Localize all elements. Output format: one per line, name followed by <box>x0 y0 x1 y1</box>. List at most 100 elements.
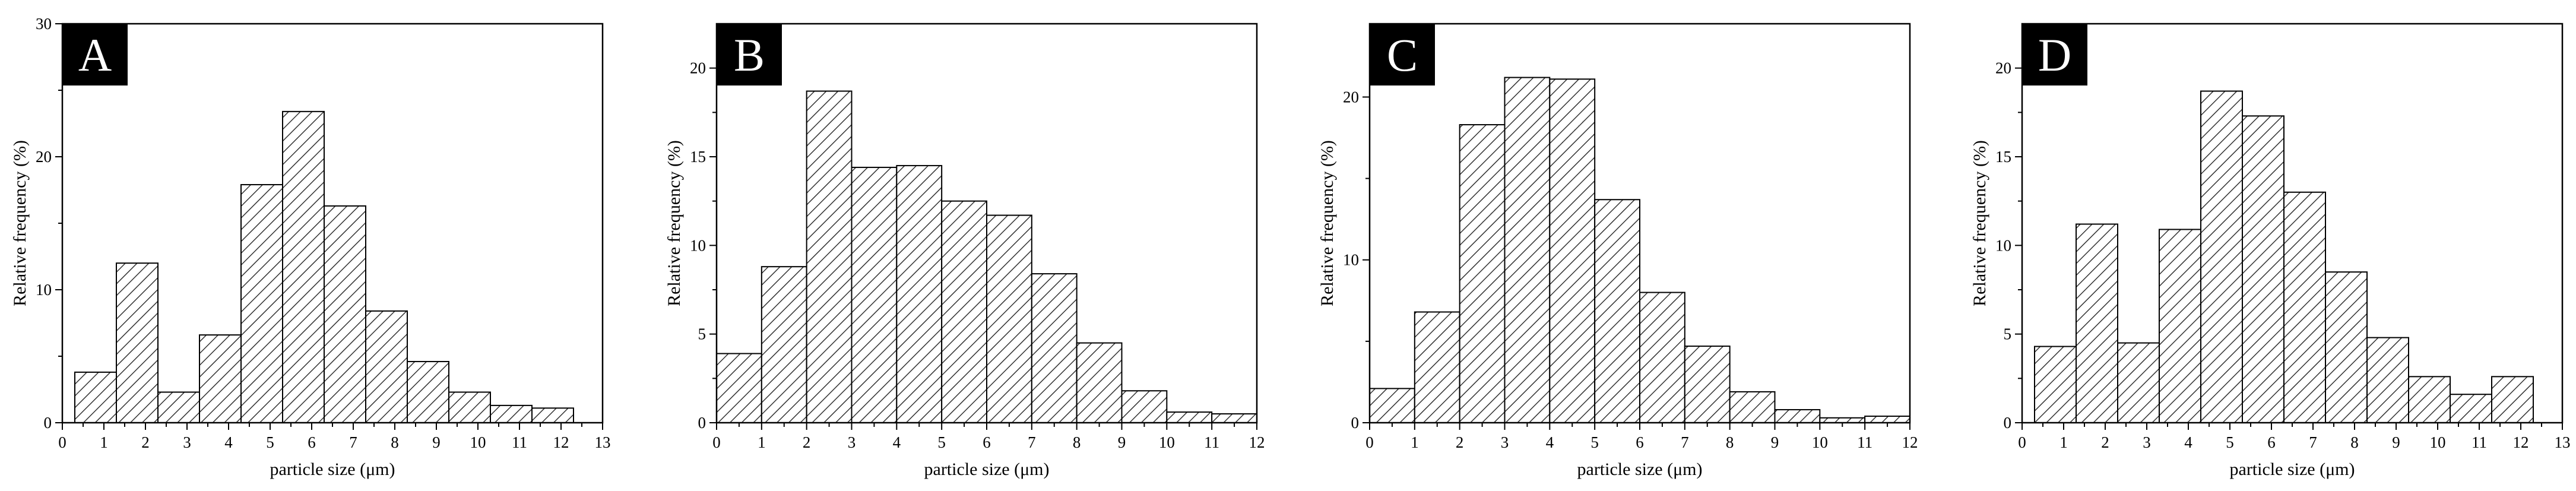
panel-c-x-axis-title: particle size (μm) <box>1577 460 1703 479</box>
panel-a-bar-10 <box>448 391 491 423</box>
panel-b-x-tick-label: 11 <box>1204 433 1219 451</box>
panel-c-x-tick-label: 5 <box>1590 433 1599 451</box>
panel-a-bar-2 <box>116 262 159 423</box>
panel-c-y-axis-title: Relative frequency (%) <box>1317 140 1337 306</box>
panel-d-label-badge <box>2022 24 2087 85</box>
panel-b-x-tick-label: 10 <box>1159 433 1175 451</box>
panel-b-label-badge <box>717 24 782 85</box>
panel-b-y-tick-label: 10 <box>690 236 706 254</box>
panel-c-x-tick-label: 9 <box>1771 433 1779 451</box>
panel-d-y-tick-label: 0 <box>2004 414 2012 432</box>
panel-c-x-tick-label: 12 <box>1902 433 1918 451</box>
panel-b-x-tick-label: 12 <box>1249 433 1265 451</box>
panel-a-y-axis-title: Relative frequency (%) <box>10 140 30 306</box>
panel-a-x-tick-label: 4 <box>224 433 233 451</box>
panel-d-bar-9 <box>2366 337 2409 424</box>
panel-d-bar-6 <box>2242 115 2285 424</box>
panel-c-x-tick-label: 11 <box>1857 433 1872 451</box>
panel-c-bar-7 <box>1639 292 1685 424</box>
panel-a-x-tick-label: 0 <box>58 433 66 451</box>
panel-a-x-tick-label: 10 <box>470 433 486 451</box>
panel-c-y-tick-label: 0 <box>1351 414 1360 432</box>
panel-c-bar-8 <box>1684 346 1731 423</box>
panel-c-bars <box>1369 77 1911 424</box>
panel-c-bar-5 <box>1549 78 1596 423</box>
panel-c-x-tick-label: 0 <box>1365 433 1374 451</box>
panel-a-bar-11 <box>490 404 533 424</box>
panel-d-x-tick-label: 2 <box>2101 433 2109 451</box>
panel-a-x-tick-label: 7 <box>349 433 357 451</box>
panel-b-x-axis: 0 1 2 3 4 5 6 7 8 9 10 11 12 <box>712 423 1265 451</box>
panel-d-bar-10 <box>2408 376 2451 424</box>
panel-a-bar-8 <box>365 310 408 424</box>
panel-d-y-tick-label: 10 <box>1995 236 2011 254</box>
panel-a-x-tick-label: 2 <box>141 433 150 451</box>
panel-a-x-axis-title: particle size (μm) <box>270 460 395 479</box>
panel-b-x-tick-label: 8 <box>1073 433 1081 451</box>
panel-c-x-tick-label: 1 <box>1411 433 1419 451</box>
panel-a-y-tick-label: 10 <box>36 281 52 299</box>
panel-a-x-tick-label: 11 <box>512 433 527 451</box>
panel-b-bar-4 <box>851 166 898 423</box>
panel-a-x-tick-label: 12 <box>553 433 569 451</box>
panel-a-bar-12 <box>531 407 574 423</box>
panel-a-bar-5 <box>240 184 283 423</box>
panel-a-bar-3 <box>157 391 200 423</box>
panel-d-bars <box>2034 90 2534 424</box>
panel-b-x-tick-label: 4 <box>893 433 901 451</box>
panel-d-x-axis-title: particle size (μm) <box>2230 460 2355 479</box>
panel-d-x-tick-label: 9 <box>2392 433 2400 451</box>
panel-b-bars <box>716 90 1257 424</box>
panel-b-y-tick-label: 5 <box>698 325 706 343</box>
panel-a-y-axis: 0 10 20 30 <box>36 15 62 432</box>
panel-b-x-tick-label: 5 <box>937 433 946 451</box>
panel-a-x-tick-label: 5 <box>266 433 274 451</box>
panel-b-bar-7 <box>986 214 1032 423</box>
panel-b-x-tick-label: 0 <box>712 433 721 451</box>
panel-c-label: C <box>1387 29 1418 81</box>
panel-d-x-tick-label: 12 <box>2513 433 2529 451</box>
panel-a-y-tick-label: 20 <box>36 148 52 166</box>
panel-d-x-tick-label: 13 <box>2555 433 2571 451</box>
panel-c-bar-3 <box>1459 124 1506 424</box>
panel-c-x-tick-label: 4 <box>1546 433 1554 451</box>
panel-c-x-axis: 0 1 2 3 4 5 6 7 8 9 10 11 12 <box>1365 423 1918 451</box>
panel-c-bar-4 <box>1504 77 1551 423</box>
panel-d-x-tick-label: 0 <box>2018 433 2026 451</box>
panel-c-bar-10 <box>1774 409 1821 423</box>
panel-a-bar-4 <box>199 334 242 423</box>
panel-d-bar-8 <box>2325 271 2368 423</box>
panel-a-label: A <box>78 29 112 81</box>
panel-b-x-tick-label: 7 <box>1028 433 1036 451</box>
panel-b-x-tick-label: 1 <box>758 433 766 451</box>
panel-a-x-tick-label: 3 <box>183 433 191 451</box>
panel-a-y-tick-label: 0 <box>44 414 52 432</box>
panel-d-bar-12 <box>2491 376 2534 424</box>
panel-b-y-tick-label: 20 <box>690 59 706 77</box>
panel-b-x-tick-label: 9 <box>1118 433 1126 451</box>
panel-d-x-axis: 0 1 2 3 4 5 6 7 8 9 10 11 12 13 <box>2018 423 2571 451</box>
panel-b-bar-2 <box>761 266 807 423</box>
panel-d-x-tick-label: 11 <box>2472 433 2487 451</box>
panel-a-x-axis: 0 1 2 3 4 5 6 7 8 9 10 11 12 13 <box>58 423 611 451</box>
panel-d-x-tick-label: 3 <box>2143 433 2151 451</box>
panel-c-bar-9 <box>1729 391 1776 424</box>
panel-d-label: D <box>2038 29 2071 81</box>
panel-c-x-tick-label: 3 <box>1501 433 1509 451</box>
panel-d-x-tick-label: 4 <box>2184 433 2192 451</box>
panel-a-y-tick-label: 30 <box>36 15 52 33</box>
panel-b-y-tick-label: 15 <box>690 148 706 166</box>
panel-a-label-badge <box>62 24 128 85</box>
panel-d-y-tick-label: 15 <box>1995 148 2011 166</box>
panel-d-bar-5 <box>2200 90 2243 423</box>
panel-b-bar-5 <box>896 164 943 423</box>
panel-a-x-tick-label: 8 <box>391 433 399 451</box>
panel-b-y-axis: 0 5 10 15 20 <box>690 59 717 432</box>
panel-a-bar-1 <box>74 371 117 424</box>
panel-d-bar-11 <box>2450 394 2492 423</box>
panel-a-x-tick-label: 1 <box>100 433 108 451</box>
panel-b-y-tick-label: 0 <box>698 414 706 432</box>
panel-b-x-tick-label: 3 <box>848 433 856 451</box>
